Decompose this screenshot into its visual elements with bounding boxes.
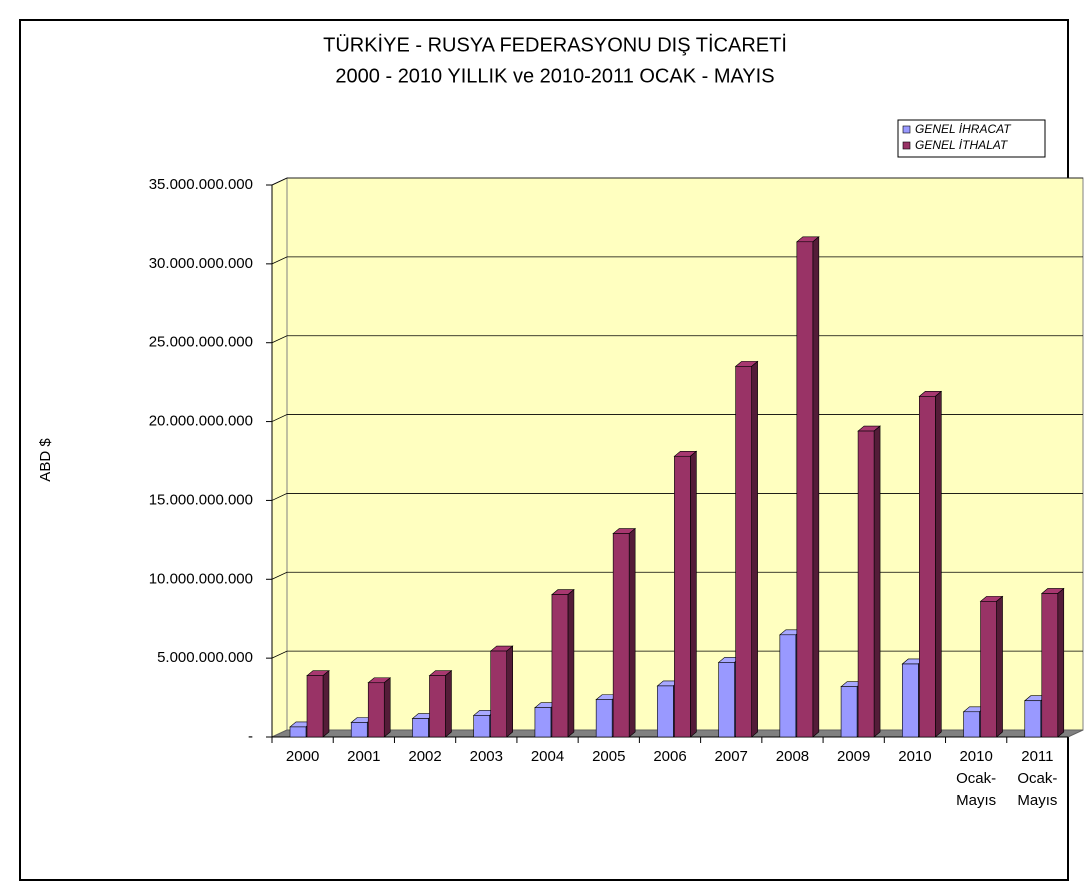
x-tick-label: 2010 Ocak- Mayıs	[956, 748, 996, 809]
x-tick-label: 2009	[837, 748, 870, 765]
legend-label: GENEL İHRACAT	[915, 122, 1012, 136]
chart-subtitle: 2000 - 2010 YILLIK ve 2010-2011 OCAK - M…	[335, 65, 774, 87]
bar	[857, 430, 875, 738]
bar-side	[567, 588, 575, 738]
x-tick-label: 2008	[776, 748, 809, 765]
y-tick-label: 20.000.000.000	[149, 413, 253, 430]
x-tick-label: 2006	[653, 748, 686, 765]
bar	[735, 366, 752, 738]
y-tick-label: 30.000.000.000	[149, 255, 253, 272]
y-tick-label: 35.000.000.000	[149, 176, 253, 193]
bar	[429, 675, 446, 738]
bar-side	[935, 390, 942, 738]
bar	[367, 682, 385, 738]
x-tick-label-line: Ocak-	[1017, 770, 1057, 787]
bar-side	[1057, 587, 1065, 738]
chart-title: TÜRKİYE - RUSYA FEDERASYONU DIŞ TİCARETİ	[323, 33, 787, 56]
x-tick-label: 2010	[898, 748, 931, 765]
legend-box	[897, 119, 1046, 158]
bar	[1024, 700, 1042, 738]
bar-side	[383, 677, 391, 738]
bar	[551, 594, 569, 738]
bar	[490, 650, 507, 738]
bar	[350, 722, 368, 738]
bar	[674, 455, 691, 738]
bar	[796, 241, 814, 738]
x-tick-label: 2004	[531, 748, 564, 765]
bar	[412, 718, 429, 738]
bar	[595, 699, 613, 738]
x-tick-label-line: Ocak-	[956, 770, 996, 787]
bar	[718, 662, 735, 738]
bar	[980, 601, 997, 738]
bar-side	[322, 670, 330, 738]
bar	[840, 686, 858, 738]
bar-side	[628, 527, 636, 738]
legend-swatch	[902, 141, 911, 150]
bar	[534, 707, 552, 738]
bar	[657, 685, 674, 738]
x-tick-label: 2007	[715, 748, 748, 765]
x-tick-label: 2011 Ocak- Mayıs	[1017, 748, 1057, 809]
bar-side	[506, 645, 513, 738]
legend-label: GENEL İTHALAT	[915, 138, 1009, 152]
bar	[306, 675, 324, 738]
bar	[779, 634, 797, 738]
bar-side	[873, 425, 881, 738]
bar	[963, 711, 980, 738]
y-axis-label: ABD $	[37, 438, 54, 482]
x-tick-label: 2005	[592, 748, 625, 765]
bar-side	[996, 595, 1003, 738]
side-wall	[271, 177, 288, 738]
y-tick-label: 10.000.000.000	[149, 570, 253, 587]
y-tick-label: 5.000.000.000	[157, 649, 253, 666]
bar	[473, 715, 490, 738]
x-tick-label: 2000	[286, 748, 319, 765]
bar-side	[751, 360, 758, 738]
bar	[919, 396, 936, 738]
x-tick-label: 2001	[347, 748, 380, 765]
bar	[1041, 593, 1059, 738]
bar	[902, 663, 919, 738]
y-tick-label: 15.000.000.000	[149, 491, 253, 508]
legend-swatch	[902, 125, 911, 134]
bar-side	[690, 450, 697, 738]
bar-side	[812, 236, 820, 738]
bar	[612, 533, 630, 738]
x-tick-label-line: Mayıs	[1017, 792, 1057, 809]
y-tick-label: 25.000.000.000	[149, 334, 253, 351]
x-tick-label-line: Mayıs	[956, 792, 996, 809]
legend: GENEL İHRACAT GENEL İTHALAT	[897, 119, 1046, 158]
grid-line	[271, 177, 1083, 186]
x-tick-label-line: 2010	[959, 748, 992, 765]
bar-side	[445, 670, 452, 738]
x-tick-label: 2002	[408, 748, 441, 765]
x-tick-label-line: 2011	[1021, 748, 1053, 765]
y-tick-label: -	[248, 728, 253, 745]
bar	[289, 726, 307, 738]
x-tick-label: 2003	[470, 748, 503, 765]
